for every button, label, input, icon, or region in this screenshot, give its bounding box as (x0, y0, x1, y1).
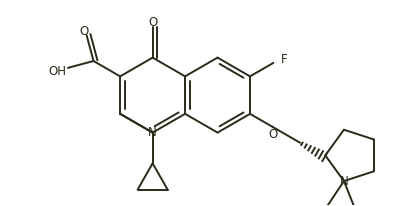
Text: OH: OH (48, 65, 66, 78)
Text: O: O (79, 25, 88, 38)
Text: O: O (269, 128, 278, 141)
Text: O: O (148, 16, 157, 29)
Text: F: F (281, 53, 288, 66)
Text: N: N (339, 174, 348, 187)
Text: N: N (148, 126, 157, 139)
